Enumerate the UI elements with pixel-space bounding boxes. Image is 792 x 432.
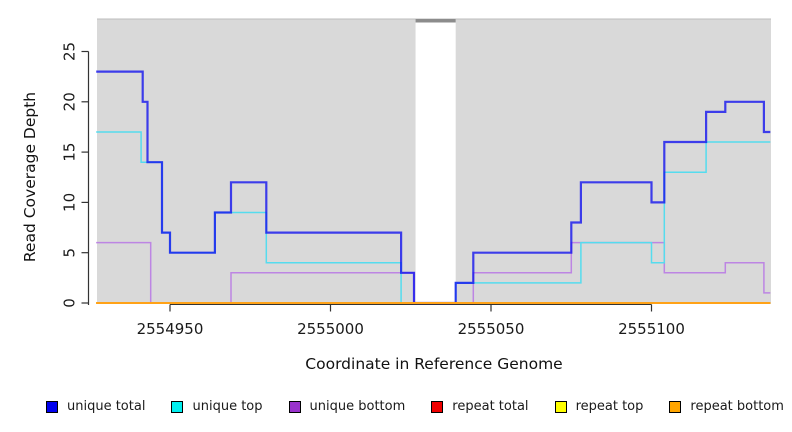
legend-label-repeat-bottom: repeat bottom — [690, 399, 784, 414]
legend-label-unique-top: unique top — [192, 399, 263, 414]
legend-label-unique-total: unique total — [67, 399, 146, 414]
legend-label-unique-bottom: unique bottom — [309, 399, 406, 414]
legend-item-unique-top: unique top — [171, 399, 263, 414]
legend-item-unique-total: unique total — [46, 399, 145, 414]
x-tick-label: 2555050 — [458, 320, 525, 338]
x-tick-label: 2555100 — [618, 320, 685, 338]
x-tick-label: 2554950 — [137, 320, 204, 338]
y-tick-label: 15 — [61, 143, 79, 162]
chart-legend: unique total unique top unique bottom repea… — [46, 399, 784, 414]
legend-item-repeat-top: repeat top — [554, 399, 644, 414]
legend-swatch-repeat-top — [554, 400, 567, 413]
legend-item-unique-bottom: unique bottom — [288, 399, 406, 414]
y-tick-label: 0 — [61, 298, 79, 308]
y-tick-label: 10 — [61, 193, 79, 212]
x-axis-title: Coordinate in Reference Genome — [305, 355, 563, 373]
legend-item-repeat-bottom: repeat bottom — [669, 399, 784, 414]
gap-cap — [415, 19, 456, 23]
gap-region — [415, 19, 456, 305]
legend-swatch-unique-total — [46, 400, 58, 413]
legend-label-repeat-top: repeat top — [575, 399, 644, 414]
x-tick-label: 2555000 — [297, 320, 364, 338]
y-tick-label: 5 — [61, 248, 79, 258]
legend-item-repeat-total: repeat total — [431, 399, 529, 414]
y-tick-label: 20 — [61, 92, 79, 111]
legend-swatch-repeat-total — [431, 400, 444, 413]
legend-swatch-unique-bottom — [288, 400, 301, 413]
y-tick-label: 25 — [61, 42, 79, 61]
legend-swatch-repeat-bottom — [669, 400, 682, 413]
y-axis-title: Read Coverage Depth — [21, 91, 39, 263]
legend-label-repeat-total: repeat total — [452, 399, 529, 414]
legend-swatch-unique-top — [171, 400, 184, 413]
